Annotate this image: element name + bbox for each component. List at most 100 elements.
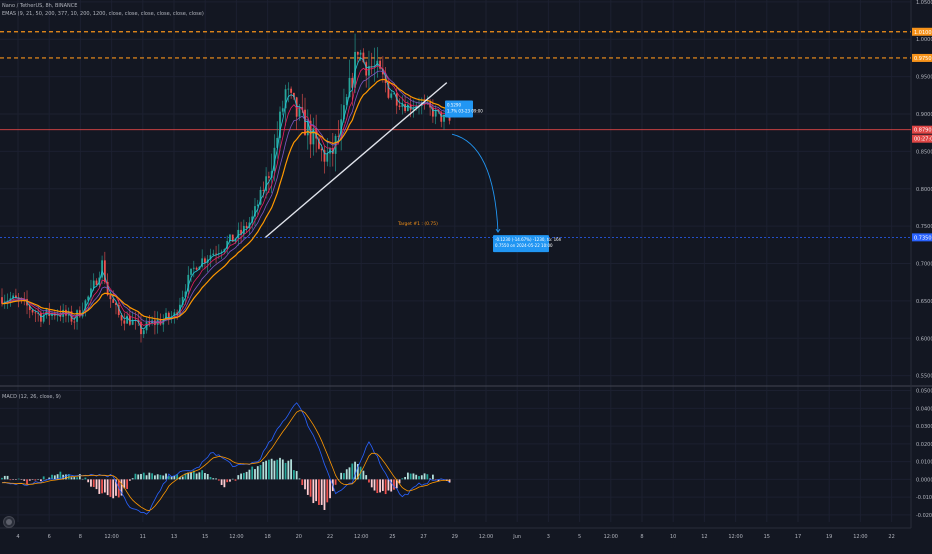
macd-histogram-bar — [26, 479, 28, 485]
macd-histogram-bar — [373, 479, 376, 491]
macd-histogram-bar — [120, 479, 123, 496]
candle-body — [1, 297, 3, 304]
macd-histogram-bar — [201, 470, 204, 480]
macd-histogram-bar — [126, 479, 128, 490]
time-tick-label: 15 — [202, 534, 208, 540]
candle-body — [312, 128, 315, 145]
time-tick-label: 8 — [640, 534, 643, 540]
macd-histogram-bar — [370, 479, 373, 488]
time-tick-label: 22 — [888, 534, 894, 540]
candle-body — [128, 315, 131, 325]
time-tick-label: 29 — [452, 534, 458, 540]
macd-histogram-bar — [6, 475, 9, 480]
candle-body — [298, 107, 301, 117]
macd-histogram-bar — [179, 477, 181, 480]
macd-tick-label: 0.0200 — [916, 442, 932, 448]
price-tick-label: 0.6000 — [916, 336, 932, 342]
candle-body — [237, 229, 240, 239]
price-label-text-last_price: 0.8790 — [914, 128, 932, 134]
macd-histogram-bar — [167, 476, 170, 480]
candle-body — [154, 320, 156, 325]
macd-histogram-bar — [45, 479, 48, 480]
macd-histogram-bar — [334, 479, 337, 485]
time-tick-label: 18 — [264, 534, 270, 540]
candle-body — [51, 313, 53, 317]
macd-tick-label: -0.0200 — [916, 513, 932, 519]
candle-body — [340, 119, 343, 137]
symbol-title: Nano / TetherUS, 8h, BINANCE — [2, 3, 78, 9]
macd-histogram-bar — [429, 478, 432, 480]
macd-histogram-bar — [40, 479, 42, 482]
macd-histogram-bar — [156, 474, 159, 480]
macd-histogram-bar — [190, 472, 192, 480]
ema-line — [1, 70, 450, 323]
macd-histogram-bar — [256, 466, 259, 480]
macd-histogram-bar — [306, 479, 309, 495]
candle-body — [181, 296, 184, 305]
candle-body — [101, 260, 103, 278]
macd-histogram-bar — [270, 458, 273, 480]
candle-body — [12, 295, 15, 299]
projection-end-box-text: 0.7550 on 2024-05-22 10:00 — [495, 243, 553, 248]
time-tick-label: 3 — [547, 534, 550, 540]
candle-body — [267, 176, 270, 178]
time-tick-label: 8 — [79, 534, 82, 540]
macd-histogram-bar — [51, 474, 53, 480]
candle-body — [76, 310, 78, 322]
time-tick-label: 6 — [48, 534, 51, 540]
macd-histogram-bar — [142, 472, 145, 480]
macd-histogram-bar — [287, 460, 290, 480]
candle-body — [365, 62, 368, 76]
candle-body — [432, 107, 434, 117]
ema-legend[interactable]: EMAS (9, 21, 50, 200, 377, 10, 200, 1200… — [2, 11, 204, 17]
price-tick-label: 0.8500 — [916, 149, 932, 155]
macd-histogram-bar — [1, 477, 3, 480]
macd-histogram-bar — [251, 466, 254, 480]
macd-histogram-bar — [159, 474, 162, 480]
candle-body — [443, 114, 445, 122]
macd-histogram-bar — [20, 479, 23, 480]
macd-histogram-bar — [254, 469, 256, 480]
tradingview-logo-icon[interactable] — [3, 516, 15, 528]
macd-histogram-bar — [432, 474, 434, 480]
macd-histogram-bar — [276, 459, 279, 480]
macd-histogram-bar — [237, 475, 240, 480]
macd-histogram-bar — [248, 469, 251, 480]
candle-body — [42, 315, 45, 322]
macd-histogram-bar — [192, 470, 195, 480]
macd-histogram-bar — [406, 472, 409, 480]
price-label-last_price — [912, 125, 932, 134]
ema-line — [1, 78, 450, 321]
candle-body — [201, 258, 204, 267]
macd-histogram-bar — [103, 479, 106, 493]
macd-tick-label: 0.0000 — [916, 477, 932, 483]
macd-legend[interactable]: MACD (12, 26, close, 9) — [2, 394, 61, 400]
macd-histogram-bar — [343, 473, 345, 480]
macd-histogram-bar — [279, 457, 281, 480]
macd-histogram-bar — [298, 478, 301, 480]
candle-body — [343, 105, 345, 120]
candle-body — [142, 330, 145, 335]
candle-body — [284, 89, 287, 109]
time-tick-label: 4 — [16, 534, 19, 540]
macd-histogram-bar — [215, 478, 217, 480]
candle-body — [259, 189, 262, 205]
candle-body — [368, 66, 370, 76]
macd-tick-label: 0.0300 — [916, 424, 932, 430]
projection-end-box — [493, 235, 549, 253]
candle-body — [326, 153, 329, 162]
candle-body — [256, 204, 259, 207]
candle-body — [165, 312, 167, 320]
macd-histogram-bar — [273, 460, 276, 480]
macd-histogram-bar — [356, 463, 359, 480]
candle-body — [362, 52, 365, 63]
macd-histogram-bar — [195, 473, 198, 480]
macd-histogram-bar — [184, 473, 187, 480]
macd-histogram-bar — [56, 474, 59, 480]
candle-body — [290, 88, 293, 93]
time-tick-label: 12:00 — [104, 534, 118, 540]
macd-histogram-bar — [284, 462, 287, 480]
macd-histogram-bar — [368, 479, 370, 483]
macd-histogram-bar — [290, 459, 293, 480]
